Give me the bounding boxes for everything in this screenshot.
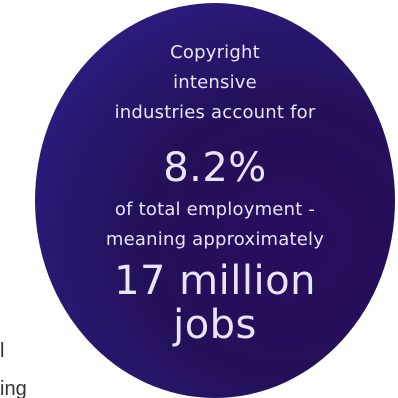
background-text-line-1: l [0,340,5,362]
stat-line-copyright: Copyright [170,42,260,63]
stat-jobs-number: 17 million [114,258,316,304]
stat-percentage: 8.2% [163,145,267,191]
stat-jobs-label: jobs [173,302,257,348]
stat-line-industries: industries account for [114,102,316,123]
stat-line-employment: of total employment - [114,199,316,220]
stat-circle-text: Copyright intensive industries account f… [35,0,395,398]
stat-circle [35,3,395,398]
stat-line-intensive: intensive [173,72,257,93]
stat-line-meaning: meaning approximately [105,229,325,250]
background-text-line-2: ing [0,378,27,398]
